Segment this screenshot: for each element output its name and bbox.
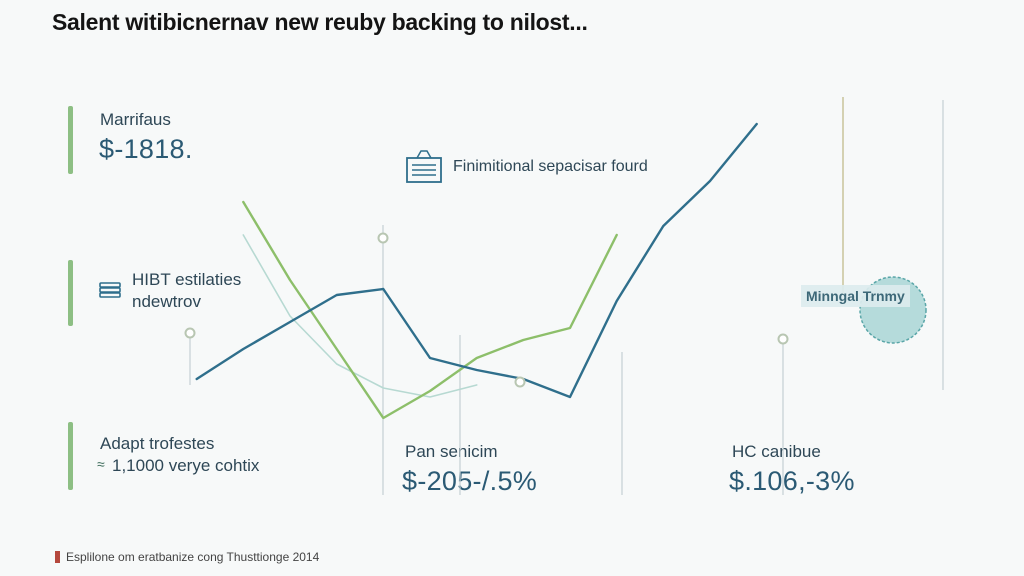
stat-value: $-205-/.5% — [402, 466, 538, 496]
kpi-label: Marrifaus — [100, 110, 171, 129]
marker-dot — [777, 333, 789, 345]
stat-value: $.106,-3% — [729, 466, 855, 496]
kpi-accent-bar — [68, 106, 73, 174]
kpi-value: $-1818. — [99, 134, 193, 164]
database-icon — [99, 281, 121, 304]
stat-label: HC canibue — [732, 442, 821, 461]
kpi-sublabel: 1,1000 verye cohtix — [112, 456, 260, 475]
callout-label: Minngal Trnmy — [801, 285, 910, 307]
kpi-accent-bar — [68, 260, 73, 326]
callout-ring — [859, 276, 927, 344]
stat-label: Pan senicim — [405, 442, 498, 461]
series-line-green — [242, 200, 618, 420]
series-line-mint — [242, 234, 478, 398]
marker-dot — [514, 376, 526, 388]
chart-title: Salent witibicnernav new reuby backing t… — [52, 9, 588, 35]
marker-dot — [184, 327, 196, 339]
annotation-text: Finimitional sepacisar fourd — [453, 158, 648, 175]
footer-text: Esplilone om eratbanize cong Thusttionge… — [66, 550, 320, 564]
marker-dot — [377, 232, 389, 244]
kpi-label: Adapt trofestes — [100, 434, 215, 453]
footer-note: Esplilone om eratbanize cong Thusttionge… — [55, 550, 319, 564]
series-line-blue — [195, 122, 758, 399]
flag-icon — [55, 551, 60, 563]
kpi-sublabel: ndewtrov — [132, 292, 201, 311]
tilde-icon: ≈ — [97, 456, 105, 472]
kpi-label: HIBT estilaties — [132, 270, 242, 289]
document-chart-icon — [405, 148, 443, 189]
kpi-accent-bar — [68, 422, 73, 490]
